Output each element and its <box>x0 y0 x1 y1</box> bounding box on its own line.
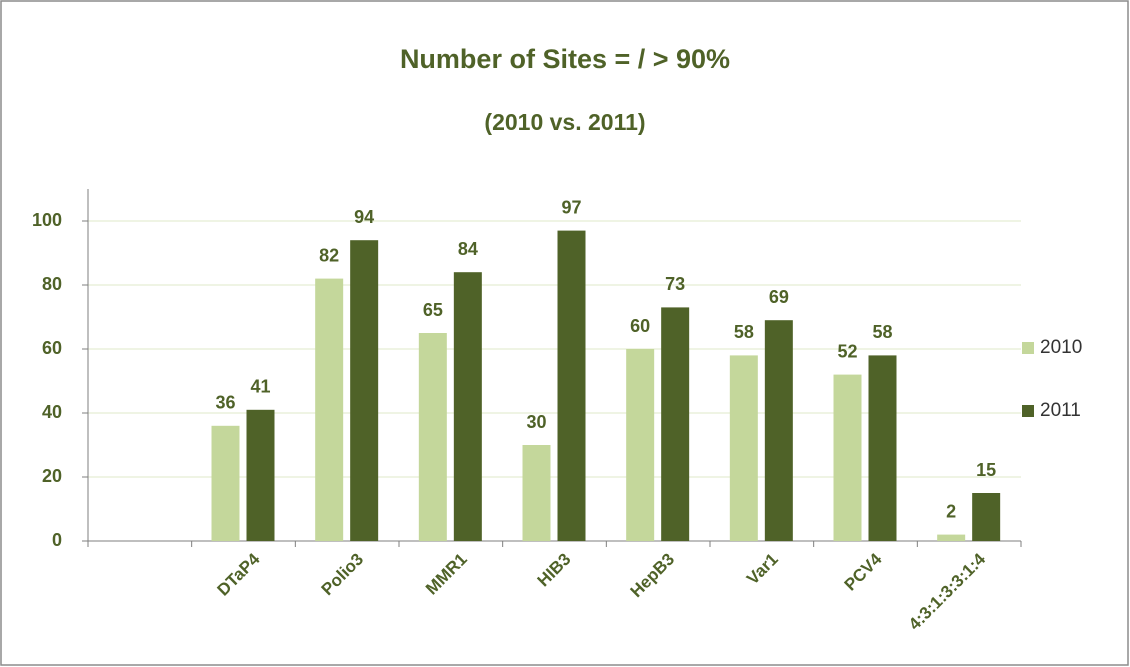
bar <box>764 320 793 541</box>
bar <box>868 355 897 541</box>
bar <box>453 272 482 541</box>
value-label: 73 <box>665 274 685 294</box>
y-tick-label: 20 <box>42 466 62 486</box>
bar <box>557 230 586 541</box>
value-label: 60 <box>630 316 650 336</box>
legend-swatch <box>1022 342 1034 354</box>
value-label: 36 <box>215 393 235 413</box>
value-label: 84 <box>458 239 478 259</box>
bar <box>418 333 447 541</box>
bar <box>350 240 379 541</box>
value-label: 15 <box>976 460 996 480</box>
value-label: 2 <box>946 501 956 521</box>
bar <box>661 307 690 541</box>
bar <box>937 534 966 541</box>
value-label: 65 <box>423 300 443 320</box>
legend-swatch <box>1022 405 1034 417</box>
bar <box>211 425 240 541</box>
chart-title: Number of Sites = / > 90% <box>400 44 730 74</box>
y-tick-label: 40 <box>42 402 62 422</box>
y-tick-label: 80 <box>42 274 62 294</box>
y-tick-label: 100 <box>32 210 62 230</box>
legend-label: 2011 <box>1040 400 1081 421</box>
bar <box>972 493 1001 541</box>
y-tick-label: 60 <box>42 338 62 358</box>
value-label: 52 <box>837 341 857 361</box>
bar <box>626 349 655 541</box>
legend-label: 2010 <box>1040 337 1082 358</box>
value-label: 58 <box>734 322 754 342</box>
value-label: 58 <box>872 322 892 342</box>
bar <box>729 355 758 541</box>
bar <box>246 409 275 541</box>
value-label: 30 <box>526 412 546 432</box>
y-tick-label: 0 <box>52 530 62 550</box>
value-label: 82 <box>319 245 339 265</box>
bar <box>522 445 551 541</box>
value-label: 97 <box>561 197 581 217</box>
bar <box>833 374 862 541</box>
value-label: 41 <box>250 377 270 397</box>
value-label: 94 <box>354 207 374 227</box>
bar <box>315 278 344 541</box>
chart-subtitle: (2010 vs. 2011) <box>484 109 645 135</box>
value-label: 69 <box>769 287 789 307</box>
